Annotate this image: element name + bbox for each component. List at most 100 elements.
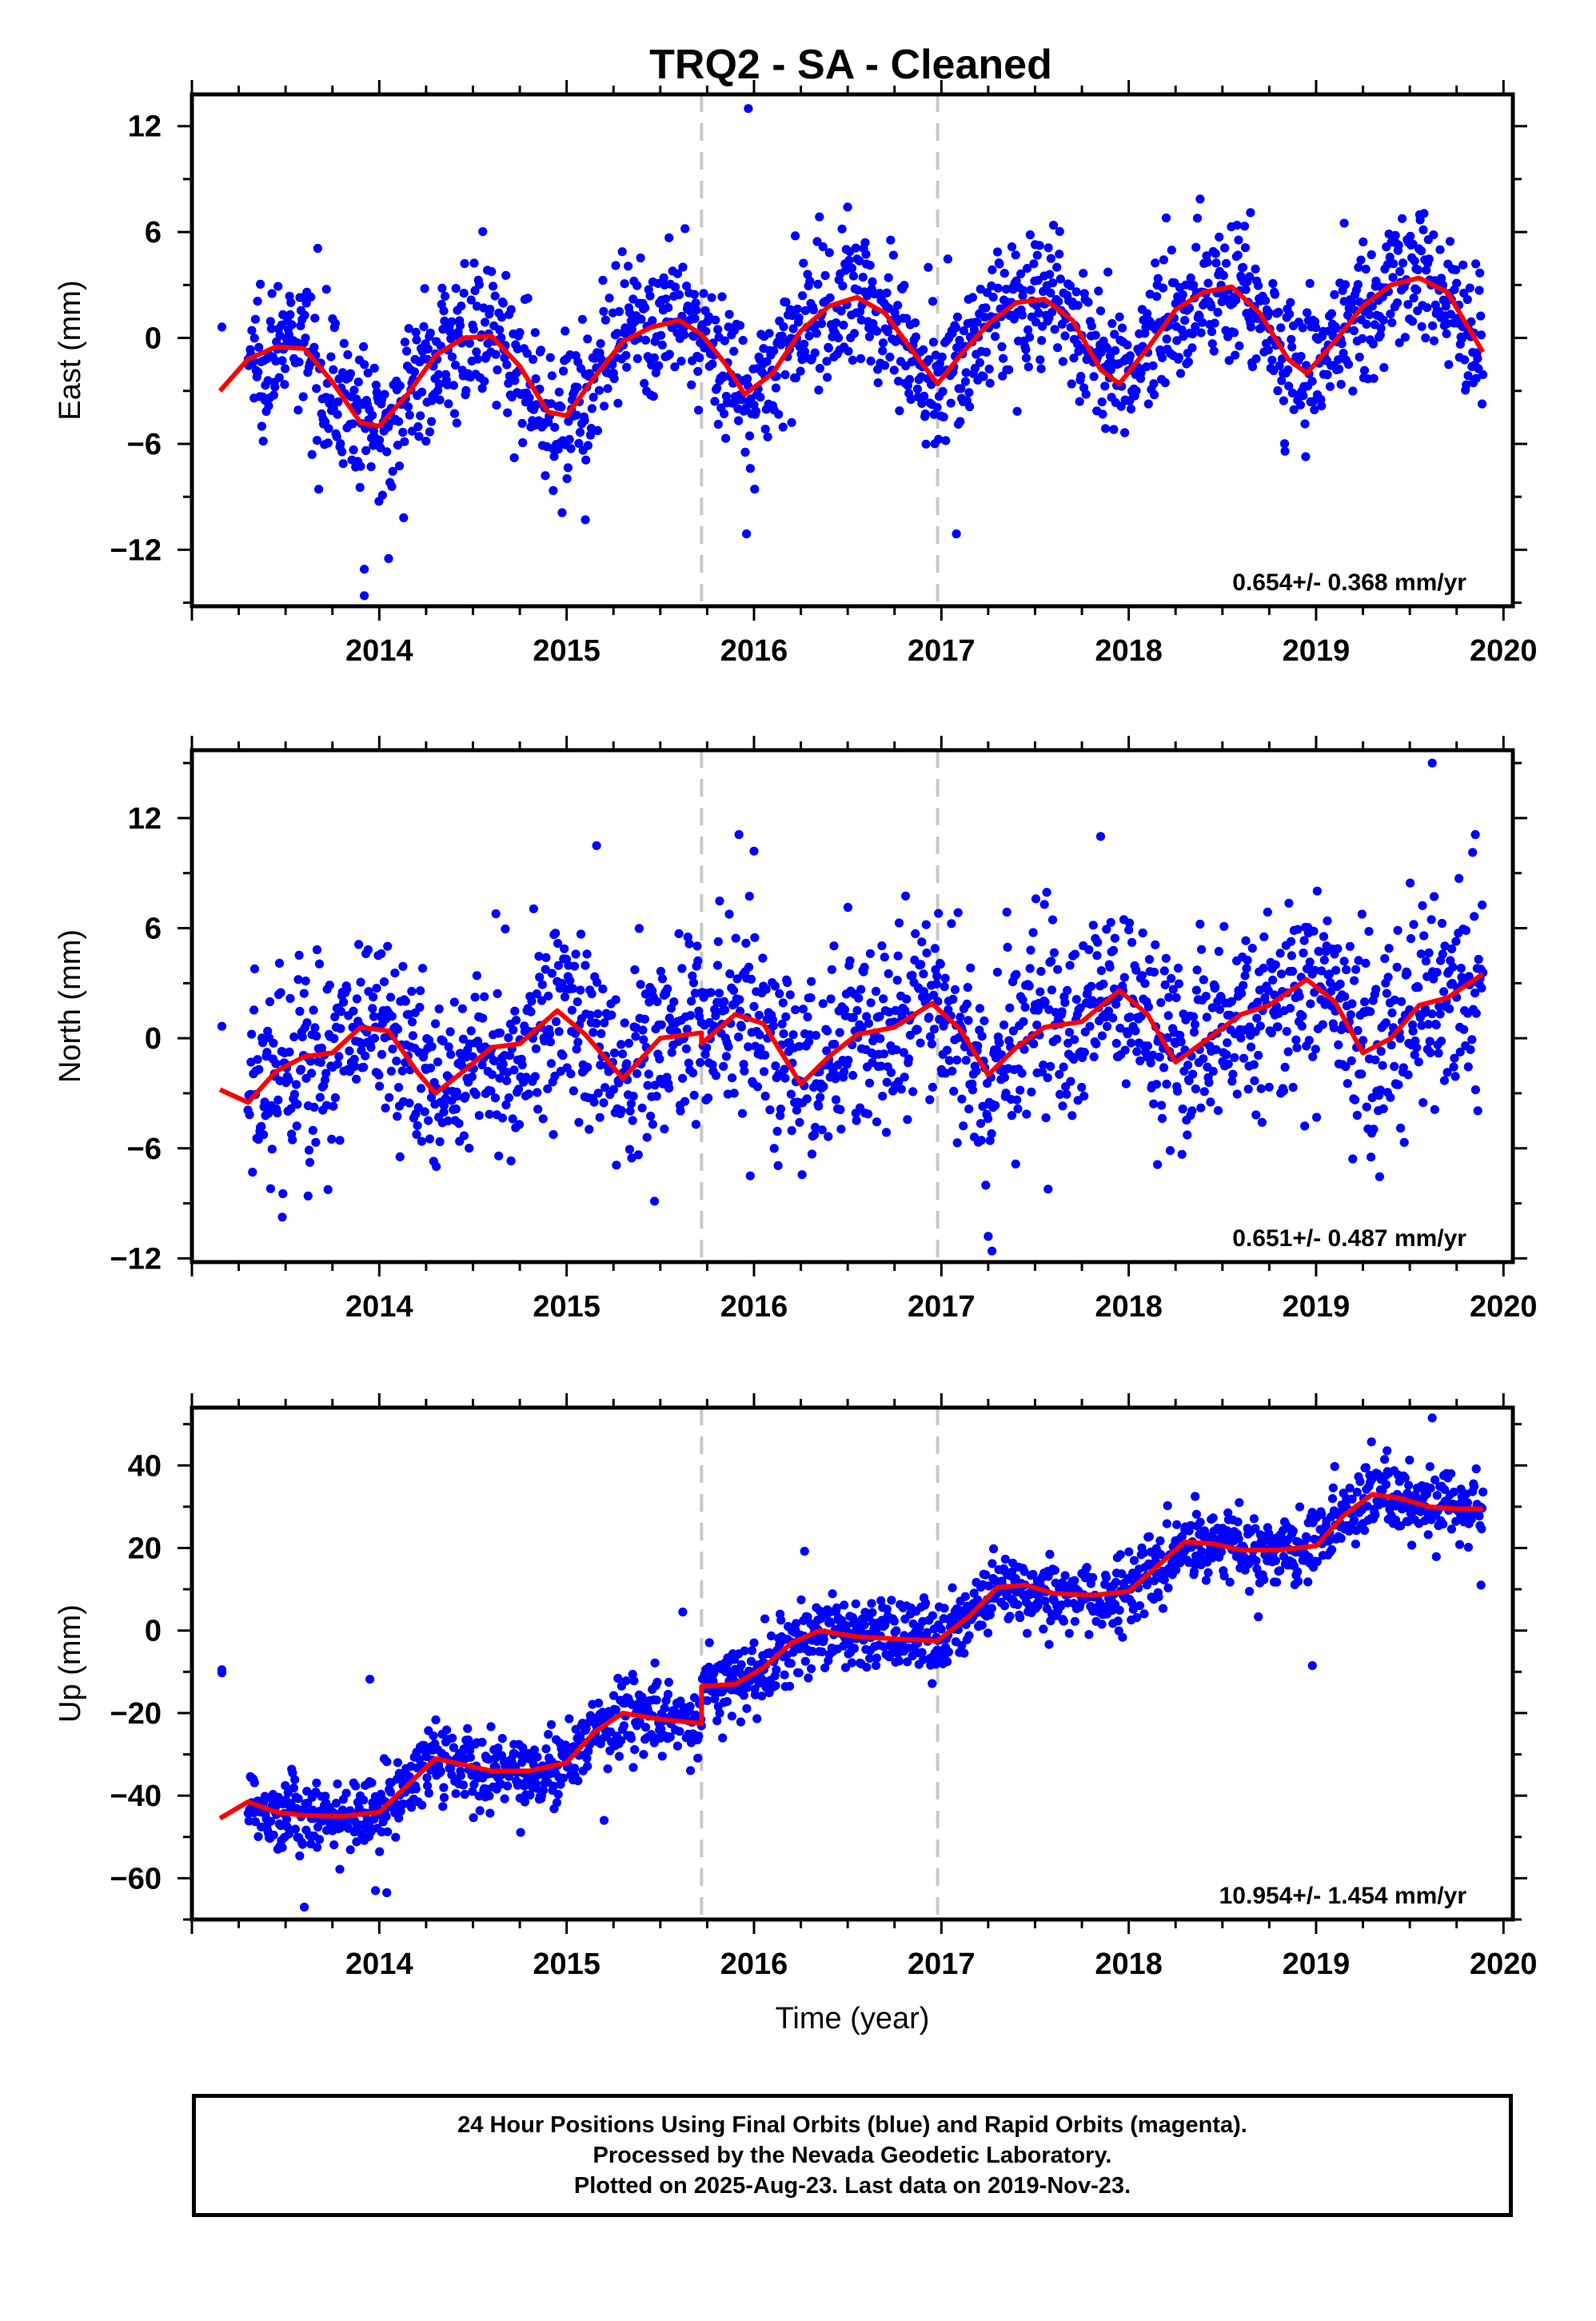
position-point [1160,980,1170,989]
position-point [1406,231,1415,241]
position-point [382,447,392,457]
position-point [1026,286,1035,295]
position-point [1211,258,1221,268]
position-point [1046,1061,1055,1071]
position-point [627,1153,636,1163]
position-point [964,1105,974,1114]
position-point [757,1692,767,1701]
position-point [864,332,874,342]
position-point [1319,955,1329,965]
position-point [1197,1547,1207,1556]
position-point [999,269,1009,278]
position-point [960,1592,970,1601]
position-point [402,346,412,356]
position-point [554,1027,564,1037]
position-point [745,1171,755,1180]
position-point [585,430,596,440]
position-point [398,427,408,437]
position-point [794,313,804,322]
position-point [724,310,734,319]
position-point [851,1599,860,1608]
position-point [457,1004,468,1013]
position-point [879,1049,889,1059]
position-point [604,294,614,303]
position-point [828,1589,837,1599]
position-point [832,318,841,328]
position-point [840,1067,849,1077]
position-point [1287,334,1296,344]
position-point [1177,1149,1187,1159]
position-point [413,421,423,432]
position-point [935,1014,944,1025]
position-point [581,961,590,970]
position-point [1398,258,1408,268]
position-point [976,1119,986,1129]
position-point [682,282,692,291]
position-point [1057,1007,1067,1017]
position-point [702,1043,712,1053]
position-point [1359,366,1370,375]
position-point [707,293,716,302]
y-tick-label: −12 [110,1242,162,1276]
position-point [330,1012,340,1021]
position-point [682,1025,692,1034]
position-point [988,292,998,302]
position-point [300,310,309,320]
position-point [486,1086,496,1096]
position-point [459,289,469,298]
position-point [330,318,340,328]
position-point [277,356,287,366]
position-point [760,1614,770,1624]
position-point [1437,274,1446,283]
position-point [608,1691,619,1700]
position-point [315,1093,325,1102]
position-point [948,1583,957,1592]
position-point [1124,1547,1134,1556]
position-point [1431,1020,1441,1030]
position-point [1419,931,1429,941]
position-point [1434,1001,1444,1012]
position-point [634,924,644,933]
position-point [286,1799,296,1808]
position-point [1223,1059,1233,1069]
position-point [659,273,668,282]
position-point [520,1797,530,1807]
position-point [781,1012,791,1021]
position-point [1202,1013,1211,1022]
position-point [465,1144,474,1153]
position-point [1105,962,1115,972]
position-point [1199,975,1208,985]
position-point [309,1102,319,1112]
position-point [377,1049,387,1059]
position-point [830,1040,840,1049]
position-point [1397,997,1406,1006]
position-point [872,326,882,336]
position-point [323,438,333,448]
position-point [676,357,686,366]
position-point [612,1160,621,1170]
position-point [785,1681,795,1691]
position-point [538,1114,548,1124]
position-point [480,377,489,386]
position-point [674,290,684,300]
position-point [645,291,655,301]
position-point [360,360,369,370]
position-point [657,974,668,984]
position-point [424,1116,433,1125]
position-point [961,1056,971,1065]
position-point [273,282,283,291]
position-point [704,312,714,322]
position-point [1187,1106,1197,1116]
position-point [518,1743,528,1752]
position-point [366,461,376,472]
position-point [638,1025,648,1035]
position-point [381,1103,390,1113]
position-point [1035,987,1045,997]
position-point [1442,329,1451,338]
position-point [694,1732,704,1741]
position-point [1064,1628,1074,1638]
position-point [1120,1045,1130,1055]
position-point [899,1048,908,1057]
position-point [1430,1105,1439,1114]
position-point [1219,1571,1229,1580]
